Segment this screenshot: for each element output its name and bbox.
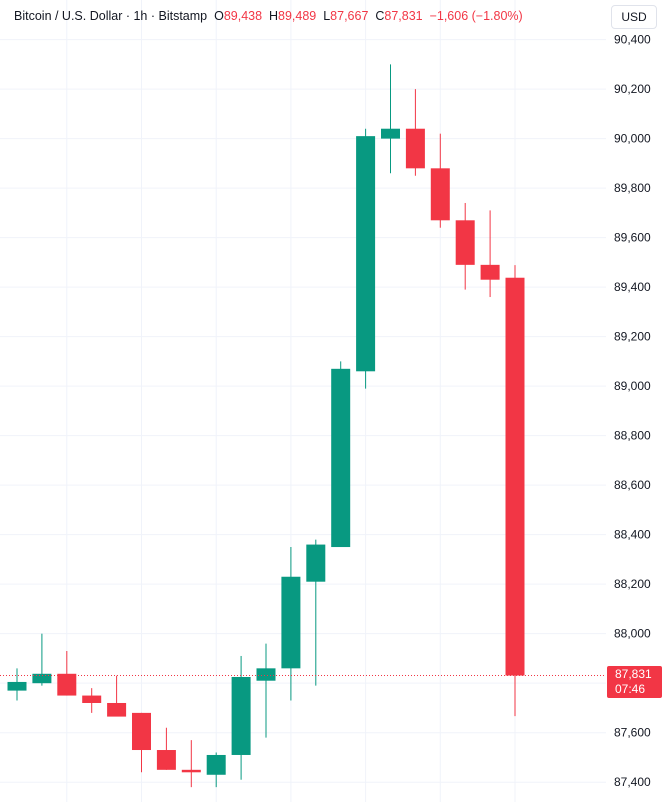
candle-body-up (206, 754, 226, 775)
candle-body-down (82, 695, 102, 703)
y-tick-label: 90,000 (614, 132, 651, 146)
candle-body-up (381, 128, 400, 139)
currency-button[interactable]: USD (611, 5, 657, 29)
y-tick-label: 87,600 (614, 726, 651, 740)
y-tick-label: 89,200 (614, 330, 651, 344)
bar-countdown: 07:46 (615, 682, 646, 696)
low-label: L (323, 9, 331, 23)
legend-header: Bitcoin / U.S. Dollar · 1h · Bitstamp O8… (14, 9, 523, 23)
candle-body-down (480, 264, 500, 280)
candle-body-up (356, 136, 376, 372)
y-tick-label: 88,200 (614, 577, 651, 591)
y-tick-label: 88,800 (614, 429, 651, 443)
y-tick-label: 88,400 (614, 528, 651, 542)
y-tick-label: 90,200 (614, 82, 651, 96)
y-tick-label: 89,600 (614, 231, 651, 245)
candle-body-up (7, 681, 27, 691)
candle-body-up (281, 576, 301, 669)
y-tick-label: 89,800 (614, 181, 651, 195)
change-value: −1,606 (−1.80%) (429, 9, 523, 23)
open-label: O (214, 9, 224, 23)
last-price-value: 87,831 (615, 667, 652, 681)
low-value: 87,667 (330, 9, 369, 23)
candle-body-down (156, 750, 176, 770)
close-value: 87,831 (384, 9, 423, 23)
candle-body-down (181, 769, 201, 773)
y-tick-label: 87,400 (614, 775, 651, 789)
high-label: H (269, 9, 279, 23)
candle-body-down (57, 673, 77, 696)
candle-body-up (231, 676, 251, 755)
candle-body-up (331, 368, 351, 548)
candle-body-up (306, 544, 326, 582)
y-tick-label: 89,400 (614, 280, 651, 294)
candle-body-down (505, 277, 525, 676)
candle-body-down (132, 712, 151, 751)
candle-body-down (107, 702, 127, 717)
last-price-badge: 87,831 07:46 (607, 666, 662, 698)
candle-body-down (430, 168, 450, 221)
candle-body-down (405, 128, 425, 169)
y-tick-label: 90,400 (614, 33, 651, 47)
y-tick-label: 88,600 (614, 478, 651, 492)
symbol-title: Bitcoin / U.S. Dollar · 1h · Bitstamp (14, 9, 208, 23)
candle-body-up (32, 673, 52, 684)
y-tick-label: 88,000 (614, 627, 651, 641)
open-value: 89,438 (223, 9, 263, 23)
y-tick-label: 89,000 (614, 379, 651, 393)
high-value: 89,489 (278, 9, 317, 23)
candle-body-down (455, 220, 475, 265)
candle-body-up (256, 668, 276, 681)
close-label: C (375, 9, 385, 23)
